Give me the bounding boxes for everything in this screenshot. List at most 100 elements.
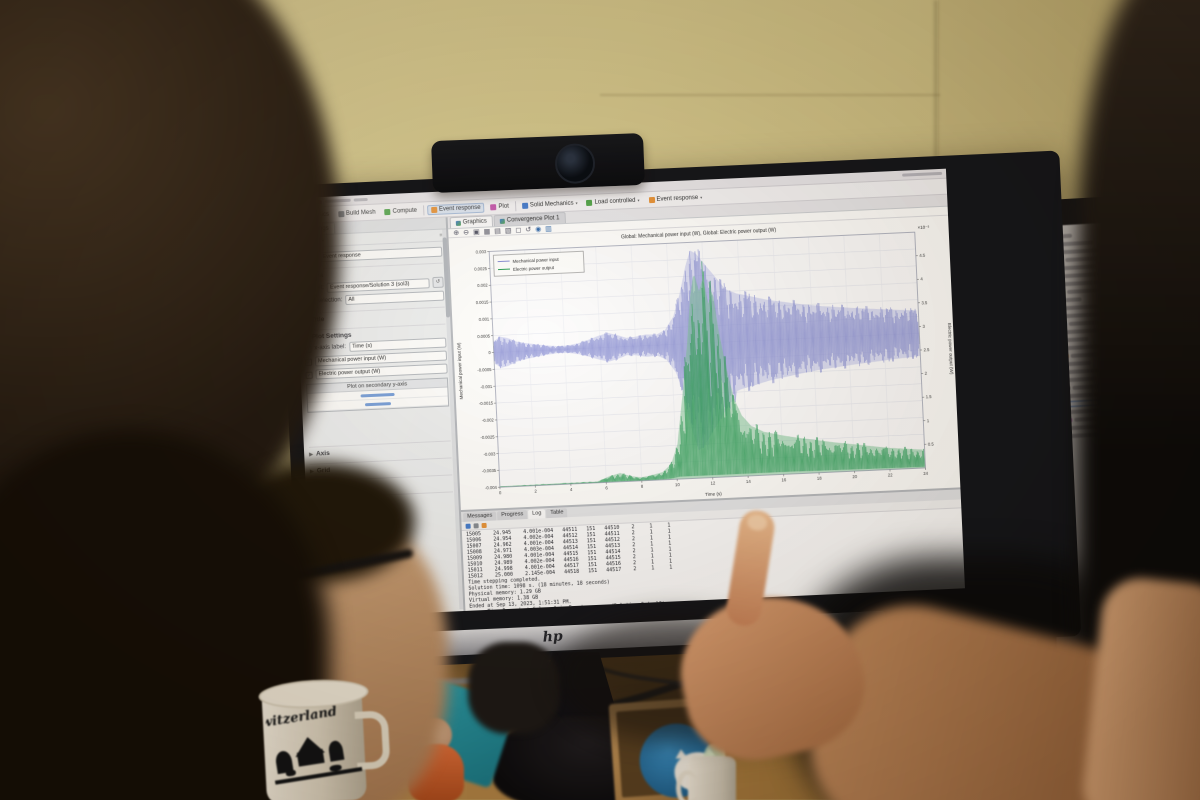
svg-text:-0.004: -0.004 [485, 485, 498, 491]
chevron-down-icon: ▾ [637, 197, 640, 203]
zoom-in-icon[interactable]: ⊕ [453, 229, 460, 238]
svg-text:-0.0015: -0.0015 [479, 401, 494, 407]
plot-icon [490, 203, 497, 210]
svg-text:-0.0025: -0.0025 [480, 434, 495, 440]
legend-toggle-icon[interactable]: ▧ [504, 227, 512, 235]
compute-icon [384, 208, 391, 215]
svg-text:0.0025: 0.0025 [474, 266, 488, 272]
clear-icon[interactable] [473, 522, 479, 528]
axis-limits-icon[interactable]: ▦ [483, 228, 491, 236]
section-arrow-icon: ▶ [309, 451, 314, 458]
select-box-icon[interactable]: ◻ [515, 227, 522, 235]
svg-text:0.003: 0.003 [476, 249, 487, 255]
ribbon-button-load-controlled[interactable]: Load controlled ▾ [583, 196, 642, 207]
log-tab-table[interactable]: Table [546, 507, 568, 518]
tab-graphics[interactable]: Graphics [449, 215, 494, 229]
zoom-out-icon[interactable]: ⊖ [463, 229, 470, 237]
svg-text:3: 3 [922, 324, 925, 329]
plot-tab-icon [455, 220, 461, 226]
svg-text:0.5: 0.5 [928, 441, 935, 446]
svg-text:0: 0 [488, 350, 491, 355]
ribbon-button-label: Event response [656, 194, 699, 203]
svg-text:12: 12 [710, 480, 716, 485]
tab-label: Graphics [462, 218, 487, 226]
svg-text:-0.003: -0.003 [483, 451, 496, 457]
svg-text:-0.002: -0.002 [482, 417, 495, 423]
refresh-icon[interactable]: ↺ [432, 276, 444, 289]
event-response-icon [430, 206, 438, 213]
svg-text:4: 4 [570, 487, 573, 492]
svg-text:-0.0005: -0.0005 [477, 367, 492, 373]
ribbon-separator [514, 200, 517, 211]
export-icon[interactable] [481, 522, 487, 528]
svg-text:24: 24 [923, 471, 929, 476]
chevron-down-icon: ▾ [575, 200, 578, 206]
dark-object [468, 642, 560, 734]
svg-text:10: 10 [675, 482, 681, 487]
svg-text:Time (s): Time (s) [705, 491, 722, 497]
mug-silhouette-art [268, 721, 363, 786]
switzerland-mug: Switzerland [257, 677, 391, 800]
dataset-select[interactable]: Event response/Solution 3 (sol3) [326, 277, 430, 293]
workspace: Settings Plot ▾ ≡ Label: Event response [293, 194, 965, 618]
svg-text:0: 0 [499, 490, 502, 495]
svg-text:6: 6 [605, 485, 608, 490]
ribbon-button-event-response[interactable]: Event response ▾ [645, 193, 705, 204]
ribbon-button-label: Build Mesh [345, 209, 376, 217]
snapshot-icon[interactable]: ◉ [535, 226, 542, 234]
secondary-axis-table: Plot on secondary y-axis [306, 377, 450, 413]
log-tab-log[interactable]: Log [528, 508, 546, 519]
svg-text:22: 22 [888, 472, 894, 477]
svg-text:Electric power output (W): Electric power output (W) [947, 323, 954, 375]
svg-text:-0.0035: -0.0035 [482, 468, 497, 474]
webcam-lens-icon [554, 142, 596, 185]
grid-toggle-icon[interactable]: ▤ [494, 227, 502, 236]
print-icon[interactable]: ▥ [545, 225, 553, 233]
chevron-down-icon: ▾ [700, 194, 703, 200]
svg-text:2.5: 2.5 [923, 347, 930, 352]
svg-text:Mechanical power input: Mechanical power input [513, 257, 560, 264]
svg-text:Electric power output: Electric power output [513, 265, 555, 272]
ribbon-button-compute[interactable]: Compute [381, 206, 420, 216]
ribbon-button-build-mesh[interactable]: Build Mesh [335, 208, 379, 218]
ribbon-button-label: Event response [438, 204, 481, 213]
svg-text:16: 16 [781, 477, 787, 482]
titlebar-text-blur [902, 171, 943, 177]
power-plot[interactable]: 0.003 0.0025 0.002 0.0015 0.001 0.0005 0 -0.000… [449, 216, 961, 510]
ribbon-button-label: Solid Mechanics [529, 200, 574, 209]
plot-area[interactable]: 0.003 0.0025 0.002 0.0015 0.001 0.0005 0 -0.000… [448, 215, 961, 511]
solid-mechanics-icon [521, 202, 529, 209]
time-selection-select[interactable]: All [345, 290, 445, 306]
cup-handle [676, 770, 699, 800]
copy-icon[interactable] [465, 523, 471, 529]
graphics-column: Graphics Convergence Plot 1 ⊕ ⊖ ▣ ▦ ▤ ▧ ◻ ↺ ◉ ▥ 0.… [447, 194, 965, 614]
svg-text:20: 20 [852, 474, 858, 479]
section-axis[interactable]: ▶ Axis [308, 440, 452, 458]
titlebar-text-blur [353, 197, 368, 202]
mug-artwork: Switzerland [264, 700, 364, 799]
svg-text:0.002: 0.002 [477, 283, 488, 289]
svg-text:0.001: 0.001 [479, 316, 490, 322]
svg-text:2: 2 [534, 489, 537, 494]
svg-text:Global: Mechanical power input: Global: Mechanical power input (W), Glob… [621, 227, 777, 240]
ribbon-button-label: Plot [498, 203, 510, 210]
plot-tab-icon [499, 218, 505, 224]
svg-text:3.5: 3.5 [921, 300, 928, 305]
tab-label: Convergence Plot 1 [506, 215, 560, 224]
svg-text:Mechanical power input (W): Mechanical power input (W) [456, 342, 464, 400]
ribbon-button-plot[interactable]: Plot [487, 202, 512, 211]
svg-text:18: 18 [817, 476, 823, 481]
ribbon-button-event-response[interactable]: Event response [426, 202, 485, 215]
rotate-icon[interactable]: ↺ [525, 226, 532, 234]
fingernail [746, 513, 769, 532]
zoom-extents-icon[interactable]: ▣ [472, 228, 480, 237]
svg-text:-0.001: -0.001 [480, 384, 493, 390]
x-axis-label-input[interactable]: Time (s) [348, 337, 447, 352]
secondary-y-axis-label-input[interactable]: Electric power output (W) [315, 363, 448, 380]
ribbon-button-solid-mechanics[interactable]: Solid Mechanics ▾ [519, 199, 581, 210]
ribbon-separator [422, 204, 425, 215]
load-controlled-icon [586, 199, 593, 206]
